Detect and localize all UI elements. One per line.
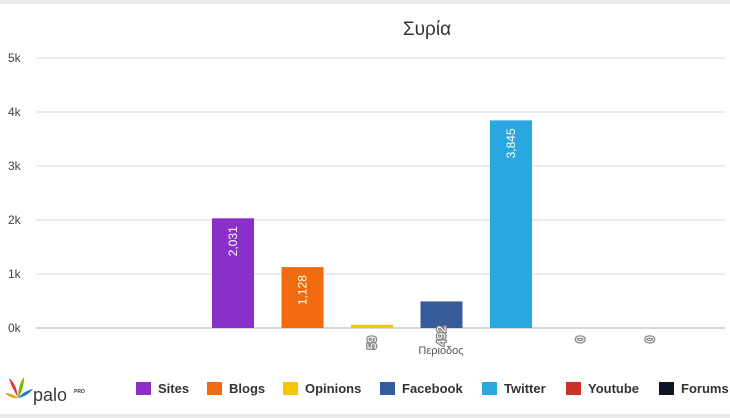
data-label-blogs: 1,128 <box>296 275 310 305</box>
legend-label: Sites <box>158 381 189 396</box>
bar-twitter <box>490 120 532 329</box>
data-label-sites: 2,031 <box>226 226 240 256</box>
data-label-youtube: 0 <box>574 336 588 343</box>
chart-panel: Συρία 0k 1k 2k 3k 4k 5k 2,031 1,128 59 492 3,845 0… <box>0 4 730 414</box>
legend-swatch <box>283 382 298 395</box>
data-label-facebook: 492 <box>435 326 449 346</box>
bar-chart: Συρία 0k 1k 2k 3k 4k 5k 2,031 1,128 59 492 3,845 0… <box>5 19 729 405</box>
y-tick-label: 3k <box>8 159 22 173</box>
legend-label: Facebook <box>402 381 463 396</box>
legend-item-blogs[interactable]: Blogs <box>207 381 265 396</box>
palo-logo: palo PRO <box>5 377 85 405</box>
data-label-opinions: 59 <box>365 336 379 350</box>
y-tick-label: 2k <box>8 213 22 227</box>
brand-superscript: PRO <box>74 389 85 395</box>
legend-swatch <box>566 382 581 395</box>
bar-opinions <box>351 324 393 328</box>
brand-name: palo <box>33 385 67 405</box>
legend-item-sites[interactable]: Sites <box>136 381 189 396</box>
bars <box>212 120 532 329</box>
y-tick-label: 0k <box>8 321 22 335</box>
legend-label: Blogs <box>229 381 265 396</box>
legend-label: Forums <box>681 381 729 396</box>
legend-item-forums[interactable]: Forums <box>659 381 729 396</box>
legend-swatch <box>482 382 497 395</box>
palo-leaf-icon <box>5 377 33 399</box>
legend-swatch <box>207 382 222 395</box>
legend-item-twitter[interactable]: Twitter <box>482 381 546 396</box>
gridlines <box>36 57 725 329</box>
legend-label: Youtube <box>588 381 639 396</box>
y-axis-ticks: 0k 1k 2k 3k 4k 5k <box>8 51 22 335</box>
y-tick-label: 1k <box>8 267 22 281</box>
legend-swatch <box>136 382 151 395</box>
legend: Sites Blogs Opinions Facebook Twitter Youtube… <box>136 381 729 396</box>
data-label-forums: 0 <box>643 336 657 343</box>
y-tick-label: 5k <box>8 51 22 65</box>
chart-title: Συρία <box>403 19 451 40</box>
bar-facebook <box>420 301 463 328</box>
bar-sites <box>212 218 254 328</box>
data-label-twitter: 3,845 <box>504 128 518 158</box>
legend-swatch <box>380 382 395 395</box>
bar-blogs <box>281 267 324 328</box>
legend-label: Twitter <box>504 381 546 396</box>
legend-label: Opinions <box>305 381 361 396</box>
data-labels: 2,031 1,128 59 492 3,845 0 0 <box>226 128 658 351</box>
y-tick-label: 4k <box>8 105 22 119</box>
x-axis-label: Περιοδος <box>418 345 463 357</box>
legend-item-facebook[interactable]: Facebook <box>380 381 463 396</box>
legend-item-opinions[interactable]: Opinions <box>283 381 361 396</box>
legend-item-youtube[interactable]: Youtube <box>566 381 639 396</box>
legend-swatch <box>659 382 674 395</box>
